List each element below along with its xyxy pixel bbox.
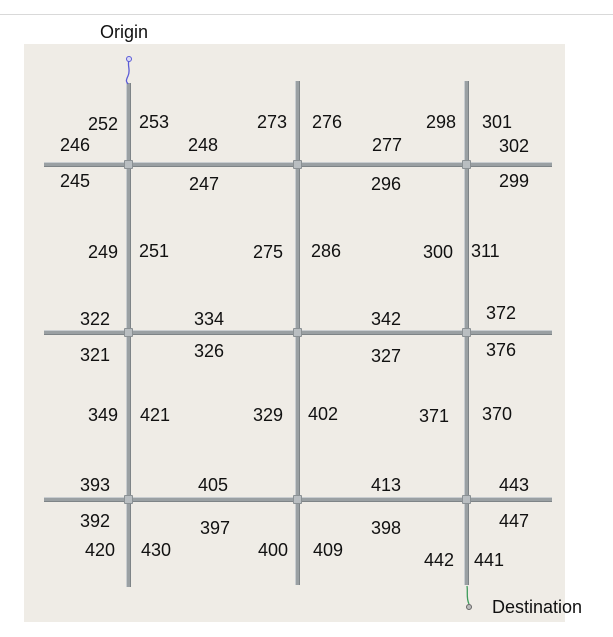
link-label: 334	[194, 309, 225, 329]
origin-connector	[125, 59, 130, 85]
link-label: 327	[371, 346, 402, 366]
destination-connector	[466, 585, 470, 605]
link-label: 273	[257, 112, 288, 132]
intersection-node	[462, 495, 471, 504]
destination-pin[interactable]	[466, 604, 472, 610]
link-label: 349	[88, 405, 119, 425]
intersection-node	[124, 495, 133, 504]
intersection-node	[124, 160, 133, 169]
link-label: 421	[140, 405, 171, 425]
destination-label: Destination	[492, 597, 583, 617]
link-label: 447	[499, 511, 530, 531]
link-label: 405	[198, 475, 229, 495]
link-label: 301	[482, 112, 513, 132]
link-label: 370	[482, 404, 513, 424]
link-label: 252	[88, 114, 119, 134]
link-label: 253	[139, 112, 170, 132]
link-label: 321	[80, 345, 111, 365]
link-label: 329	[253, 405, 284, 425]
link-label: 400	[258, 540, 289, 560]
link-label: 275	[253, 242, 284, 262]
link-label: 299	[499, 171, 530, 191]
intersection-node	[293, 328, 302, 337]
link-label: 443	[499, 475, 530, 495]
origin-pin[interactable]	[126, 56, 132, 62]
link-label: 326	[194, 341, 225, 361]
link-label: 277	[372, 135, 403, 155]
link-label: 393	[80, 475, 111, 495]
link-label: 376	[486, 340, 517, 360]
top-divider	[0, 14, 613, 15]
link-label: 402	[308, 404, 339, 424]
link-label: 442	[424, 550, 455, 570]
link-label: 298	[426, 112, 457, 132]
intersection-node	[462, 160, 471, 169]
intersection-node	[462, 328, 471, 337]
link-label: 441	[474, 550, 505, 570]
link-label: 413	[371, 475, 402, 495]
link-label: 246	[60, 135, 91, 155]
link-label: 248	[188, 135, 219, 155]
link-label: 430	[141, 540, 172, 560]
link-label: 311	[471, 241, 500, 261]
link-label: 372	[486, 303, 517, 323]
origin-label: Origin	[100, 22, 149, 42]
link-label: 296	[371, 174, 402, 194]
link-label: 286	[311, 241, 342, 261]
intersection-node	[124, 328, 133, 337]
link-label: 398	[371, 518, 402, 538]
link-label: 302	[499, 136, 530, 156]
link-label: 251	[139, 241, 170, 261]
link-label: 276	[312, 112, 343, 132]
link-label: 371	[419, 406, 450, 426]
link-label: 392	[80, 511, 111, 531]
link-label: 397	[200, 518, 231, 538]
intersection-node	[293, 495, 302, 504]
link-label: 409	[313, 540, 344, 560]
link-label: 342	[371, 309, 402, 329]
link-label: 249	[88, 242, 119, 262]
link-label: 420	[85, 540, 116, 560]
link-label: 300	[423, 242, 454, 262]
intersection-node	[293, 160, 302, 169]
link-label: 322	[80, 309, 111, 329]
link-label: 245	[60, 171, 91, 191]
link-label: 247	[189, 174, 220, 194]
